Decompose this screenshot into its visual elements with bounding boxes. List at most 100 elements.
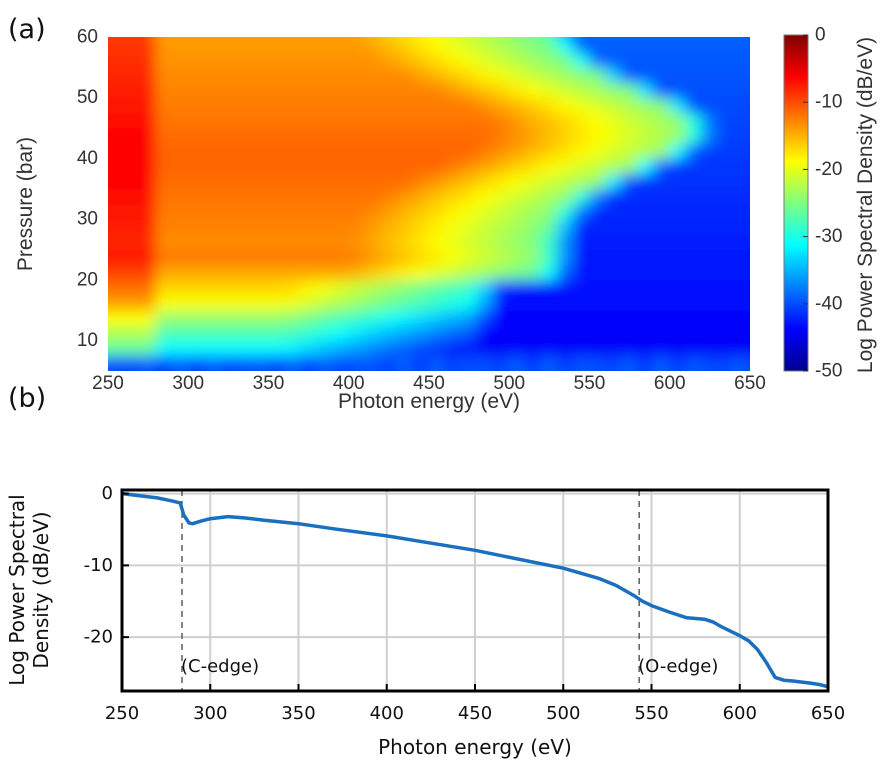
heatmap-cell xyxy=(396,112,414,129)
heatmap-cell xyxy=(637,142,655,159)
heatmap-cell xyxy=(203,82,221,99)
heatmap-cell xyxy=(556,370,574,371)
heatmap-cell xyxy=(508,142,526,159)
heatmap-cell xyxy=(653,97,671,114)
heatmap-cell xyxy=(108,157,125,175)
heatmap-cell xyxy=(187,233,205,251)
heatmap-cell xyxy=(589,82,607,99)
heatmap-cell xyxy=(284,82,302,99)
heatmap-cell xyxy=(235,82,253,99)
heatmap-cell xyxy=(556,66,574,84)
heatmap-cell xyxy=(155,355,173,371)
heatmap-a xyxy=(108,37,750,371)
heatmap-cell xyxy=(284,279,302,296)
heatmap-cell xyxy=(300,66,318,84)
heatmap-cell xyxy=(492,203,510,220)
heatmap-cell xyxy=(428,309,446,326)
heatmap-cell xyxy=(669,97,687,114)
heatmap-cell xyxy=(572,294,590,311)
heatmap-cell xyxy=(268,294,286,311)
heatmap-cell xyxy=(348,218,366,235)
heatmap-cell xyxy=(203,188,221,205)
heatmap-cell xyxy=(108,66,125,84)
heatmap-cell xyxy=(203,233,221,251)
heatmap-cell xyxy=(380,279,398,296)
heatmap-cell xyxy=(701,249,719,266)
heatmap-cell xyxy=(268,66,286,84)
heatmap-cell xyxy=(316,340,334,357)
colorbar-ticks: 0 -10 -20 -30 -40 -50 xyxy=(803,25,842,382)
heatmap-cell xyxy=(171,279,189,296)
heatmap-cell xyxy=(155,66,173,84)
heatmap-cell xyxy=(572,340,590,357)
heatmap-cell xyxy=(171,203,189,220)
heatmap-cell xyxy=(316,112,334,129)
heatmap-cell xyxy=(653,264,671,281)
heatmap-cell xyxy=(251,294,269,311)
colorbar-tick-label: -10 xyxy=(815,92,842,113)
heatmap-cell xyxy=(701,173,719,190)
heatmap-cell xyxy=(219,66,237,84)
heatmap-cell xyxy=(669,173,687,190)
heatmap-cell xyxy=(589,188,607,205)
heatmap-cell xyxy=(251,264,269,281)
heatmap-cell xyxy=(123,66,141,84)
heatmap-cell xyxy=(524,233,542,251)
heatmap-cell xyxy=(492,51,510,68)
heatmap-cell xyxy=(139,127,157,144)
heatmap-cell xyxy=(235,294,253,311)
heatmap-cell xyxy=(508,97,526,114)
heatmap-cell xyxy=(460,324,478,342)
heatmap-cell xyxy=(476,142,494,159)
heatmap-cell xyxy=(717,97,735,114)
heatmap-cell xyxy=(348,249,366,266)
heatmap-cell xyxy=(284,340,302,357)
heatmap-cell xyxy=(316,97,334,114)
heatmap-cell xyxy=(605,355,623,371)
heatmap-cell xyxy=(364,370,382,371)
heatmap-cell xyxy=(572,264,590,281)
heatmap-cell xyxy=(524,127,542,144)
heatmap-cell xyxy=(219,309,237,326)
heatmap-cell xyxy=(717,203,735,220)
heatmap-cell xyxy=(108,233,125,251)
heatmap-cell xyxy=(139,97,157,114)
heatmap-cell xyxy=(556,218,574,235)
heatmap-cell xyxy=(171,127,189,144)
heatmap-cell xyxy=(139,279,157,296)
heatmap-cell xyxy=(701,157,719,175)
heatmap-cell xyxy=(251,340,269,357)
heatmap-cell xyxy=(300,233,318,251)
heatmap-cell xyxy=(108,142,125,159)
heatmap-cell xyxy=(155,188,173,205)
heatmap-cell xyxy=(524,294,542,311)
heatmap-cell xyxy=(428,66,446,84)
heatmap-cell xyxy=(717,157,735,175)
y-tick-label-a: 10 xyxy=(77,330,98,351)
heatmap-cell xyxy=(508,324,526,342)
heatmap-cell xyxy=(621,97,639,114)
heatmap-cell xyxy=(717,37,735,53)
heatmap-cell xyxy=(380,37,398,53)
heatmap-cell xyxy=(123,112,141,129)
heatmap-cell xyxy=(460,264,478,281)
heatmap-cell xyxy=(524,309,542,326)
heatmap-cell xyxy=(701,142,719,159)
y-axis-title-b-line2: Density (dB/eV) xyxy=(29,511,53,668)
heatmap-cell xyxy=(316,309,334,326)
heatmap-cell xyxy=(428,294,446,311)
heatmap-cell xyxy=(444,66,462,84)
heatmap-cell xyxy=(187,112,205,129)
heatmap-cell xyxy=(316,233,334,251)
heatmap-cell xyxy=(589,142,607,159)
heatmap-cell xyxy=(621,112,639,129)
heatmap-cell xyxy=(637,294,655,311)
heatmap-cell xyxy=(155,233,173,251)
heatmap-cell xyxy=(284,218,302,235)
heatmap-cell xyxy=(605,173,623,190)
heatmap-cell xyxy=(412,51,430,68)
heatmap-cell xyxy=(316,173,334,190)
heatmap-cell xyxy=(396,203,414,220)
heatmap-cell xyxy=(396,340,414,357)
heatmap-cell xyxy=(492,233,510,251)
